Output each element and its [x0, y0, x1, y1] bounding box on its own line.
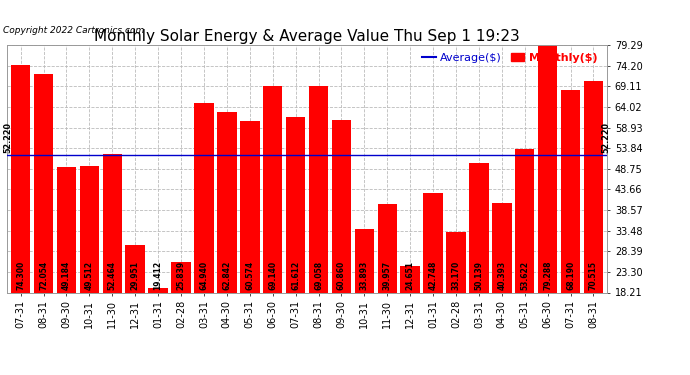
Text: 79.288: 79.288: [543, 261, 552, 291]
Text: 62.842: 62.842: [222, 261, 231, 291]
Text: 24.651: 24.651: [406, 261, 415, 291]
Text: Copyright 2022 Cartronics.com: Copyright 2022 Cartronics.com: [3, 26, 145, 35]
Bar: [332, 120, 351, 292]
Text: 25.839: 25.839: [177, 261, 186, 291]
Bar: [584, 81, 603, 292]
Bar: [377, 204, 397, 292]
Text: 50.139: 50.139: [475, 261, 484, 291]
Text: 39.957: 39.957: [383, 261, 392, 291]
Text: 42.748: 42.748: [428, 261, 437, 291]
Text: 49.512: 49.512: [85, 261, 94, 291]
Bar: [446, 232, 466, 292]
Bar: [355, 229, 374, 292]
Text: 52.464: 52.464: [108, 261, 117, 291]
Text: 53.622: 53.622: [520, 261, 529, 291]
Legend: Average($), Monthly($): Average($), Monthly($): [418, 48, 602, 67]
Text: 29.951: 29.951: [130, 261, 139, 291]
Bar: [538, 45, 558, 292]
Text: 60.574: 60.574: [245, 261, 255, 291]
Bar: [148, 288, 168, 292]
Title: Monthly Solar Energy & Average Value Thu Sep 1 19:23: Monthly Solar Energy & Average Value Thu…: [94, 29, 520, 44]
Text: 69.140: 69.140: [268, 261, 277, 291]
Bar: [34, 74, 53, 292]
Bar: [240, 121, 259, 292]
Text: 64.940: 64.940: [199, 261, 208, 291]
Bar: [263, 86, 282, 292]
Bar: [286, 117, 306, 292]
Text: 60.860: 60.860: [337, 261, 346, 291]
Bar: [400, 266, 420, 292]
Bar: [126, 245, 145, 292]
Text: 33.170: 33.170: [451, 261, 460, 291]
Bar: [217, 112, 237, 292]
Bar: [79, 166, 99, 292]
Text: 33.893: 33.893: [359, 261, 369, 291]
Text: 74.300: 74.300: [16, 261, 25, 291]
Bar: [11, 65, 30, 292]
Text: 70.515: 70.515: [589, 261, 598, 291]
Text: 69.058: 69.058: [314, 261, 323, 291]
Bar: [103, 154, 122, 292]
Text: 52.220: 52.220: [3, 123, 12, 153]
Bar: [171, 262, 190, 292]
Bar: [561, 90, 580, 292]
Text: 19.412: 19.412: [154, 261, 163, 291]
Bar: [57, 167, 76, 292]
Bar: [515, 149, 535, 292]
Bar: [424, 193, 443, 292]
Text: 68.190: 68.190: [566, 261, 575, 291]
Bar: [308, 87, 328, 292]
Bar: [492, 202, 511, 292]
Bar: [194, 103, 214, 292]
Text: 49.184: 49.184: [62, 261, 71, 291]
Text: 40.393: 40.393: [497, 261, 506, 291]
Text: 52.220: 52.220: [602, 123, 611, 153]
Text: 72.054: 72.054: [39, 261, 48, 291]
Bar: [469, 163, 489, 292]
Text: 61.612: 61.612: [291, 261, 300, 291]
